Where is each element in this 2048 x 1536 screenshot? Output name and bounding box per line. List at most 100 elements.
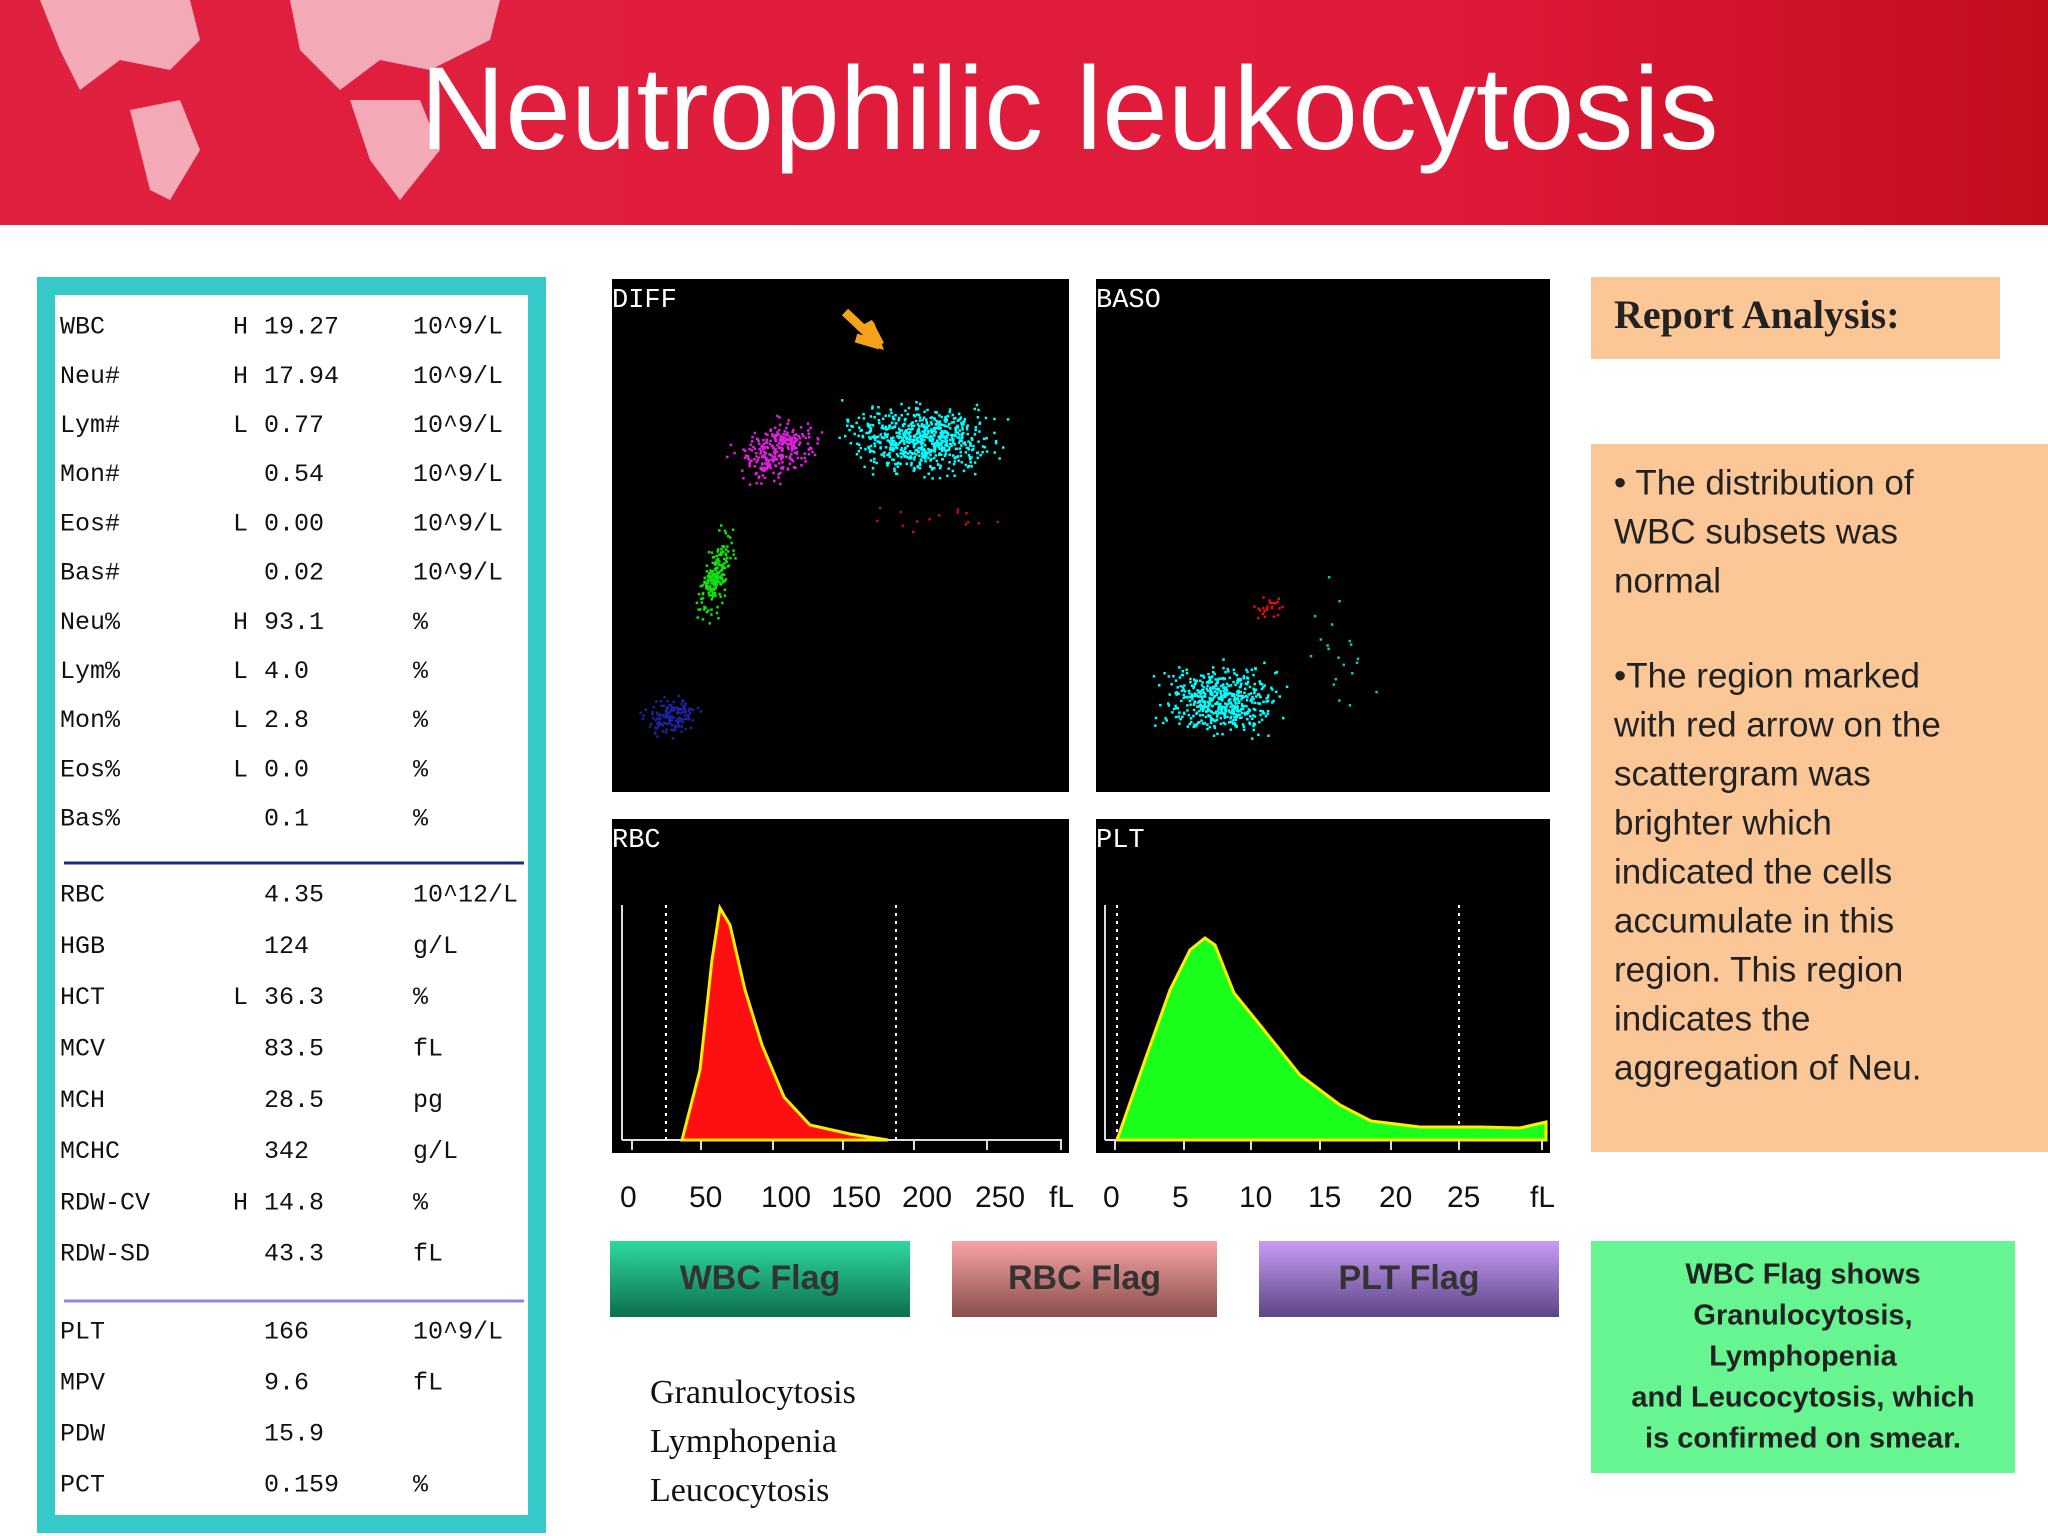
cell-dot — [1219, 684, 1223, 688]
row-value: 9.6 — [264, 1369, 309, 1398]
cell-dot — [726, 545, 729, 548]
cell-dot — [1224, 712, 1227, 715]
cell-dot — [772, 471, 775, 475]
cell-dot — [1241, 723, 1245, 726]
row-name: Bas% — [60, 805, 121, 834]
cell-dot — [946, 436, 949, 439]
cell-dot — [795, 446, 798, 450]
cell-dot — [780, 458, 783, 461]
cell-dot — [758, 448, 761, 451]
cell-dot — [1246, 682, 1249, 686]
row-name: PDW — [60, 1420, 105, 1449]
cell-dot — [1228, 721, 1231, 724]
report-line: brighter which — [1614, 803, 1832, 842]
cell-dot — [641, 717, 645, 721]
cell-dot — [696, 616, 699, 619]
cell-dot — [656, 727, 659, 730]
cell-dot — [792, 443, 795, 446]
cell-dot — [934, 454, 937, 457]
cell-dot — [1220, 707, 1223, 710]
flag-button[interactable]: PLT Flag — [1259, 1241, 1559, 1317]
cell-dot — [868, 426, 871, 429]
cell-dot — [705, 585, 708, 588]
cell-dot — [716, 578, 719, 582]
button-label[interactable]: WBC Flag — [680, 1259, 841, 1297]
button-bg[interactable] — [610, 1241, 910, 1317]
cell-dot — [709, 571, 712, 574]
cell-dot — [1252, 673, 1255, 677]
cell-dot — [996, 520, 999, 524]
cell-dot — [909, 431, 912, 434]
cell-dot — [1241, 711, 1244, 715]
cell-dot — [1159, 703, 1162, 707]
cell-dot — [683, 708, 687, 712]
cell-dot — [1219, 716, 1223, 720]
cell-dot — [933, 427, 936, 431]
cell-dot — [1211, 704, 1214, 708]
button-bg[interactable] — [1259, 1241, 1559, 1317]
cell-dot — [1257, 616, 1260, 620]
cell-dot — [871, 449, 874, 453]
cell-dot — [864, 448, 867, 451]
cell-dot — [793, 451, 797, 454]
cell-dot — [949, 427, 952, 430]
cell-dot — [873, 435, 877, 439]
cell-dot — [802, 434, 805, 438]
cell-dot — [912, 424, 916, 427]
cell-dot — [723, 588, 727, 591]
cell-dot — [856, 442, 859, 445]
cell-dot — [763, 455, 766, 459]
cell-dot — [884, 433, 887, 437]
cell-dot — [1236, 680, 1239, 683]
cell-dot — [768, 442, 772, 446]
cell-dot — [804, 436, 807, 440]
flag-button[interactable]: RBC Flag — [952, 1241, 1217, 1317]
cell-dot — [1233, 716, 1236, 719]
cell-dot — [1238, 713, 1241, 716]
cell-dot — [759, 467, 763, 471]
tick-label: 250 — [975, 1181, 1025, 1214]
cell-dot — [937, 436, 941, 439]
cell-dot — [721, 545, 724, 548]
cell-dot — [1235, 673, 1238, 677]
button-label[interactable]: RBC Flag — [1008, 1259, 1161, 1297]
cell-dot — [1338, 600, 1341, 603]
cell-dot — [1209, 721, 1213, 725]
cell-dot — [901, 452, 905, 455]
cell-dot — [714, 568, 718, 571]
cell-dot — [789, 458, 793, 461]
cell-dot — [1203, 702, 1207, 705]
cell-dot — [678, 716, 681, 719]
button-bg[interactable] — [952, 1241, 1217, 1317]
cell-dot — [919, 463, 922, 467]
cell-dot — [748, 464, 752, 468]
button-label[interactable]: PLT Flag — [1338, 1259, 1479, 1297]
cell-dot — [898, 430, 902, 433]
cell-dot — [683, 717, 687, 721]
cell-dot — [1224, 688, 1227, 691]
cell-dot — [940, 441, 944, 444]
report-line: scattergram was — [1614, 754, 1871, 793]
cell-dot — [905, 436, 908, 439]
cell-dot — [1167, 702, 1170, 705]
cell-dot — [1199, 703, 1203, 707]
flag-button[interactable]: WBC Flag — [610, 1241, 910, 1317]
cell-dot — [667, 716, 671, 720]
cell-dot — [873, 434, 876, 438]
cell-dot — [674, 728, 677, 732]
cell-dot — [765, 467, 769, 471]
cell-dot — [716, 581, 719, 584]
cell-dot — [1258, 680, 1261, 683]
cell-dot — [713, 580, 716, 584]
cell-dot — [891, 446, 894, 450]
cell-dot — [793, 445, 796, 448]
cell-dot — [924, 452, 928, 455]
cell-dot — [915, 436, 919, 440]
cell-dot — [671, 737, 675, 740]
cell-dot — [958, 436, 961, 439]
cell-dot — [918, 454, 921, 457]
cell-dot — [712, 593, 715, 597]
cell-dot — [940, 436, 943, 439]
cell-dot — [978, 421, 982, 424]
cell-dot — [930, 416, 934, 419]
